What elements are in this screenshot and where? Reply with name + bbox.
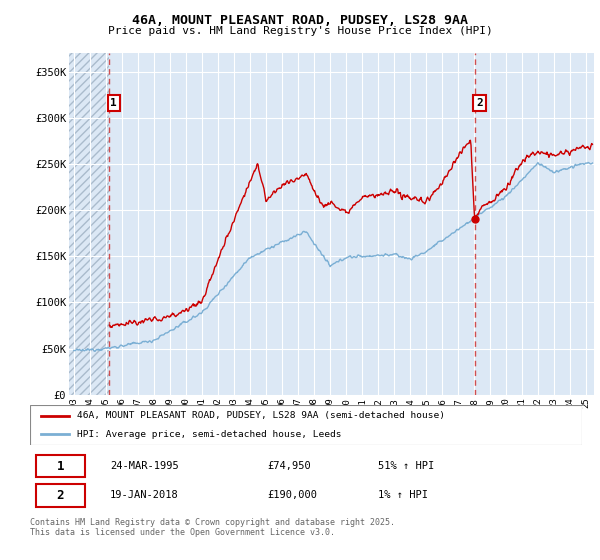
Text: Contains HM Land Registry data © Crown copyright and database right 2025.
This d: Contains HM Land Registry data © Crown c…	[30, 518, 395, 538]
FancyBboxPatch shape	[35, 484, 85, 507]
Text: Price paid vs. HM Land Registry's House Price Index (HPI): Price paid vs. HM Land Registry's House …	[107, 26, 493, 36]
Text: 51% ↑ HPI: 51% ↑ HPI	[378, 461, 434, 471]
Text: £190,000: £190,000	[268, 491, 317, 501]
FancyBboxPatch shape	[35, 455, 85, 477]
Text: 46A, MOUNT PLEASANT ROAD, PUDSEY, LS28 9AA: 46A, MOUNT PLEASANT ROAD, PUDSEY, LS28 9…	[132, 14, 468, 27]
Text: £74,950: £74,950	[268, 461, 311, 471]
Text: 1% ↑ HPI: 1% ↑ HPI	[378, 491, 428, 501]
Text: 2: 2	[476, 98, 483, 108]
Text: 1: 1	[110, 98, 117, 108]
Text: HPI: Average price, semi-detached house, Leeds: HPI: Average price, semi-detached house,…	[77, 430, 341, 439]
Bar	[69, 53, 109, 395]
Text: 2: 2	[56, 489, 64, 502]
Text: 24-MAR-1995: 24-MAR-1995	[110, 461, 179, 471]
Text: 19-JAN-2018: 19-JAN-2018	[110, 491, 179, 501]
Text: 46A, MOUNT PLEASANT ROAD, PUDSEY, LS28 9AA (semi-detached house): 46A, MOUNT PLEASANT ROAD, PUDSEY, LS28 9…	[77, 411, 445, 420]
FancyBboxPatch shape	[30, 405, 582, 445]
Text: 1: 1	[56, 460, 64, 473]
